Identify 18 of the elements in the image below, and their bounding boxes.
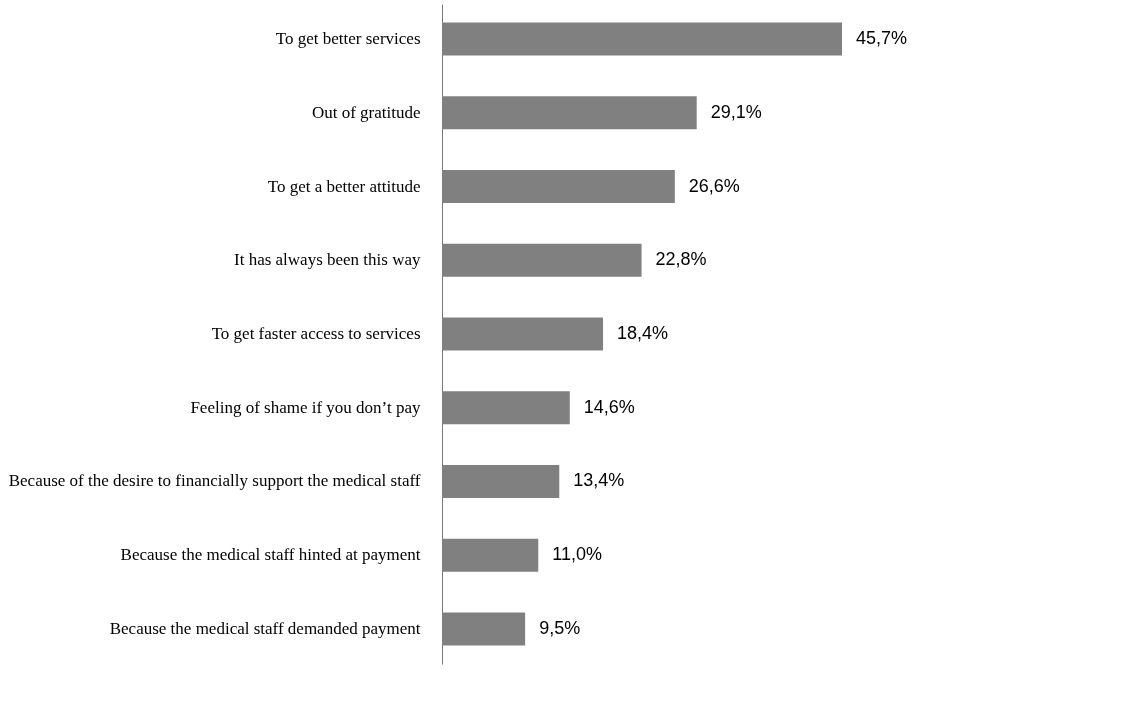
data-label: 26,6% (688, 175, 740, 196)
y-tick-label: Because the medical staff demanded payment (109, 618, 421, 638)
y-tick-label: To get a better attitude (267, 176, 421, 196)
y-tick-label: It has always been this way (234, 250, 421, 270)
data-label: 14,6% (583, 396, 635, 417)
y-tick-label: Out of gratitude (311, 102, 421, 122)
y-tick-label: Because the medical staff hinted at payment (120, 545, 421, 565)
data-label: 18,4% (617, 323, 669, 343)
y-tick-label: Because of the desire to financially support the medical staff (8, 471, 421, 491)
data-label: 29,1% (710, 101, 762, 122)
y-tick-label: Feeling of shame if you don’t pay (190, 397, 421, 417)
data-label: 9,5% (539, 617, 581, 638)
data-label: 22,8% (655, 249, 707, 270)
data-label: 13,4% (573, 470, 625, 491)
data-label: 45,7% (856, 28, 908, 49)
data-label: 11,0% (552, 544, 602, 565)
y-tick-label: To get faster access to services (211, 324, 421, 343)
y-tick-label: To get better services (275, 29, 421, 49)
